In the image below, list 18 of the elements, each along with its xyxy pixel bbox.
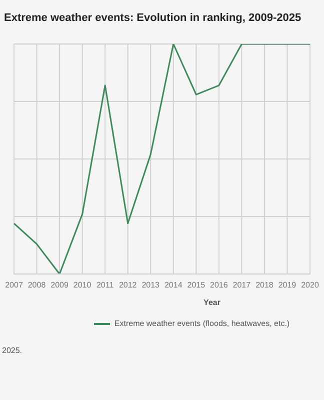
legend-label: Extreme weather events (floods, heatwaves, etc.): [113, 319, 290, 328]
x-tick-label: 2009: [50, 280, 69, 290]
x-axis-title: Year: [202, 298, 222, 307]
x-tick-label: 2020: [301, 280, 320, 290]
chart-title: Extreme weather events: Evolution in ranking, 2009-2025: [3, 11, 302, 24]
x-tick-label: 2018: [256, 280, 274, 290]
text: 2025.: [1, 346, 24, 355]
x-tick-label: 2012: [118, 280, 138, 290]
x-tick-label: 2013: [142, 280, 160, 290]
x-tick-label: 2014: [164, 280, 183, 290]
x-tick-label: 2007: [5, 280, 24, 290]
x-tick-label: 2010: [73, 280, 92, 290]
x-tick-label: 2011: [96, 280, 114, 290]
x-tick-label: 2008: [28, 280, 46, 290]
x-tick-label: 2015: [187, 280, 206, 290]
x-tick-label: 2016: [210, 280, 228, 290]
x-tick-label: 2019: [278, 280, 297, 290]
x-tick-label: 2017: [232, 280, 252, 290]
